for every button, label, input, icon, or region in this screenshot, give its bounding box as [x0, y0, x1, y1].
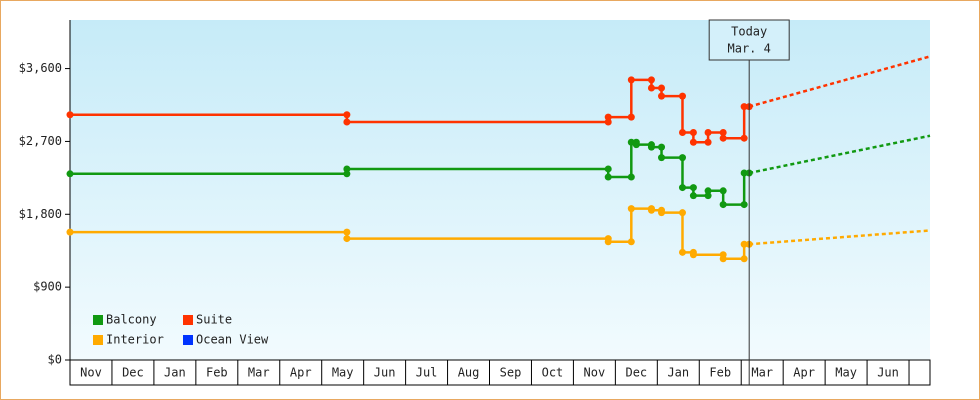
data-point [627, 205, 635, 213]
data-point [704, 192, 712, 200]
x-tick-label: Feb [709, 366, 731, 380]
data-point [704, 187, 712, 195]
data-point [658, 84, 666, 92]
data-point [343, 170, 351, 178]
data-point [689, 129, 697, 137]
data-point [343, 165, 351, 173]
x-tick-label: Feb [206, 366, 228, 380]
data-point [689, 251, 697, 259]
data-point [658, 154, 666, 162]
projection-line [748, 55, 931, 108]
data-point [632, 141, 640, 149]
legend-swatch [183, 315, 193, 325]
data-point [719, 201, 727, 209]
data-point [604, 238, 612, 246]
data-point [740, 255, 748, 263]
data-point [678, 209, 686, 217]
data-point [627, 76, 635, 84]
data-point [689, 184, 697, 192]
today-label: Mar. 4 [728, 42, 771, 56]
data-point [678, 154, 686, 162]
y-tick-label: $1,800 [19, 207, 62, 221]
data-point [719, 134, 727, 142]
x-tick-label: Oct [542, 366, 564, 380]
x-tick-label: Jun [877, 366, 899, 380]
data-point [343, 118, 351, 126]
data-point [740, 103, 748, 111]
x-tick-label: Aug [458, 366, 480, 380]
data-point [604, 118, 612, 126]
data-point [647, 84, 655, 92]
data-point [704, 138, 712, 146]
x-tick-label: Nov [584, 366, 606, 380]
projection-line [749, 229, 931, 246]
data-point [740, 240, 748, 248]
data-point [647, 76, 655, 84]
legend-swatch [93, 335, 103, 345]
data-point [343, 235, 351, 243]
data-point [604, 113, 612, 121]
x-tick-label: Jan [667, 366, 689, 380]
x-tick-label: May [332, 366, 354, 380]
data-point [66, 228, 74, 236]
x-tick-label: Jan [164, 366, 186, 380]
x-tick-label: Apr [290, 366, 312, 380]
x-tick-label: Sep [500, 366, 522, 380]
data-point [689, 138, 697, 146]
data-point [658, 92, 666, 100]
legend-label: Ocean View [196, 333, 269, 347]
today-label: Today [731, 25, 767, 39]
x-tick-label: Mar [751, 366, 773, 380]
data-point [343, 111, 351, 119]
data-point [627, 238, 635, 246]
data-point [704, 129, 712, 137]
data-point [678, 248, 686, 256]
y-tick-label: $2,700 [19, 134, 62, 148]
data-point [658, 209, 666, 217]
data-point [678, 184, 686, 192]
x-tick-label: Dec [625, 366, 647, 380]
legend-label: Balcony [106, 313, 157, 327]
legend-swatch [93, 315, 103, 325]
data-point [604, 165, 612, 173]
data-point [719, 187, 727, 195]
legend-label: Suite [196, 313, 232, 327]
x-tick-label: Jun [374, 366, 396, 380]
data-point [719, 129, 727, 137]
data-point [689, 192, 697, 200]
x-tick-label: Dec [122, 366, 144, 380]
legend-swatch [183, 335, 193, 345]
x-tick-label: Mar [248, 366, 270, 380]
plot-area [70, 20, 930, 360]
y-tick-label: $0 [48, 353, 62, 367]
data-point [66, 111, 74, 119]
data-point [740, 134, 748, 142]
data-point [740, 201, 748, 209]
projection-line [748, 134, 931, 175]
y-tick-label: $900 [33, 280, 62, 294]
data-point [678, 129, 686, 137]
data-point [740, 169, 748, 177]
data-point [627, 173, 635, 181]
data-point [66, 170, 74, 178]
data-point [343, 228, 351, 236]
data-point [658, 143, 666, 151]
x-tick-label: Nov [80, 366, 102, 380]
x-tick-label: Jul [416, 366, 438, 380]
x-tick-label: Apr [793, 366, 815, 380]
y-tick-label: $3,600 [19, 61, 62, 75]
x-tick-label: May [835, 366, 857, 380]
data-point [678, 92, 686, 100]
data-point [647, 143, 655, 151]
data-point [604, 173, 612, 181]
data-point [719, 255, 727, 263]
legend-label: Interior [106, 333, 164, 347]
data-point [647, 206, 655, 214]
data-point [627, 113, 635, 121]
today-box [708, 19, 790, 61]
